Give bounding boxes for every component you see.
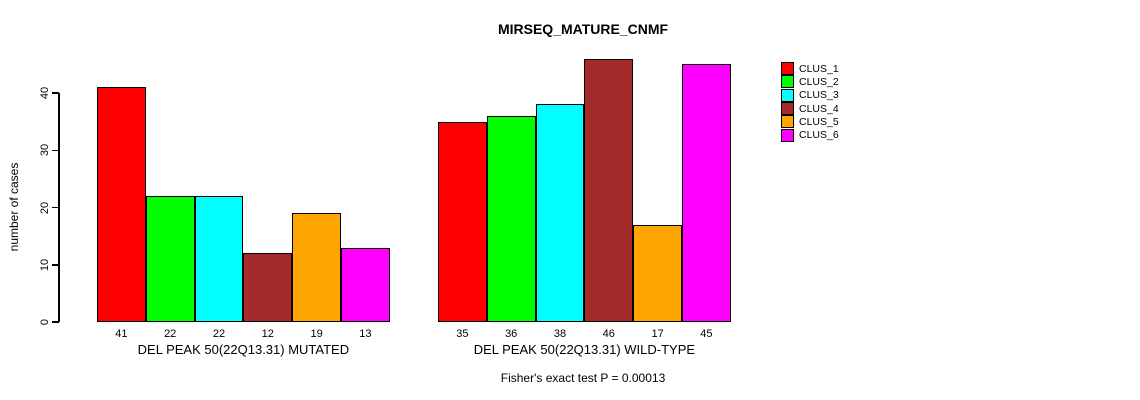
y-tick-mark: [52, 206, 59, 209]
bar-value-label: 36: [505, 328, 518, 340]
bar-clus_4-group1: [243, 253, 293, 322]
legend-color-swatch: [781, 102, 794, 116]
bar-value-label: 46: [602, 328, 615, 340]
bar-clus_5-group2: [633, 225, 682, 322]
bar-clus_2-group1: [145, 196, 195, 322]
legend-label: CLUS_5: [799, 115, 839, 128]
legend-item-clus_4: CLUS_4: [781, 102, 839, 116]
bar-clus_1-group1: [97, 87, 146, 322]
legend-item-clus_5: CLUS_5: [781, 115, 839, 129]
legend-label: CLUS_4: [799, 102, 839, 115]
bar-value-label: 22: [212, 328, 226, 340]
bar-value-labels-group-1: 41 22 22 12 19 13: [97, 328, 390, 340]
x-axis-group-label-2: DEL PEAK 50(22Q13.31) WILD-TYPE: [473, 342, 696, 357]
bar-group-2: [438, 59, 731, 322]
legend-color-swatch: [781, 88, 794, 102]
bar-value-label: 22: [164, 328, 177, 340]
y-tick-label: 20: [39, 201, 51, 214]
y-tick-label: 40: [39, 86, 51, 100]
legend-label: CLUS_3: [799, 89, 839, 102]
bar-value-label: 41: [115, 328, 128, 340]
bar-value-label: 45: [700, 328, 713, 340]
legend-item-clus_2: CLUS_2: [781, 75, 839, 89]
legend-label: CLUS_2: [799, 75, 839, 88]
y-tick-mark: [52, 264, 59, 266]
bar-value-label: 17: [651, 328, 664, 340]
legend-color-swatch: [781, 75, 794, 89]
legend-item-clus_3: CLUS_3: [781, 88, 839, 102]
bar-clus_2-group2: [486, 116, 536, 322]
y-tick-label: 10: [39, 258, 51, 271]
legend-item-clus_1: CLUS_1: [781, 62, 839, 76]
bar-clus_4-group2: [584, 59, 634, 322]
legend-color-swatch: [781, 62, 794, 76]
legend-label: CLUS_1: [799, 62, 839, 75]
legend: CLUS_1 CLUS_2 CLUS_3 CLUS_4 CLUS_5 CLUS_6: [781, 62, 839, 142]
x-axis-group-label-1: DEL PEAK 50(22Q13.31) MUTATED: [137, 342, 350, 357]
y-axis-label: number of cases: [7, 162, 21, 252]
y-tick-mark: [52, 92, 59, 94]
bar-clus_6-group2: [681, 64, 731, 322]
bar-value-label: 13: [359, 328, 372, 340]
bar-clus_1-group2: [438, 122, 487, 322]
y-tick-mark: [52, 149, 59, 151]
y-tick-label: 30: [39, 144, 51, 157]
bar-value-label: 12: [261, 328, 274, 340]
y-tick-label: 0: [39, 318, 51, 326]
bar-value-labels-group-2: 35 36 38 46 17 45: [438, 328, 731, 340]
bar-group-1: [97, 87, 390, 322]
legend-label: CLUS_6: [799, 129, 839, 142]
bar-clus_3-group1: [194, 196, 244, 322]
bar-value-label: 35: [456, 328, 469, 340]
bar-value-label: 19: [310, 328, 323, 340]
legend-item-clus_6: CLUS_6: [781, 128, 839, 142]
chart-title: MIRSEQ_MATURE_CNMF: [497, 21, 669, 37]
y-tick-mark: [52, 321, 59, 323]
legend-color-swatch: [781, 128, 794, 142]
bar-value-label: 38: [553, 328, 567, 340]
bar-clus_6-group1: [340, 248, 390, 322]
legend-color-swatch: [781, 115, 794, 129]
bar-clus_3-group2: [535, 104, 585, 322]
annotation-text: Fisher's exact test P = 0.00013: [500, 371, 666, 385]
bar-clus_5-group1: [292, 213, 341, 322]
